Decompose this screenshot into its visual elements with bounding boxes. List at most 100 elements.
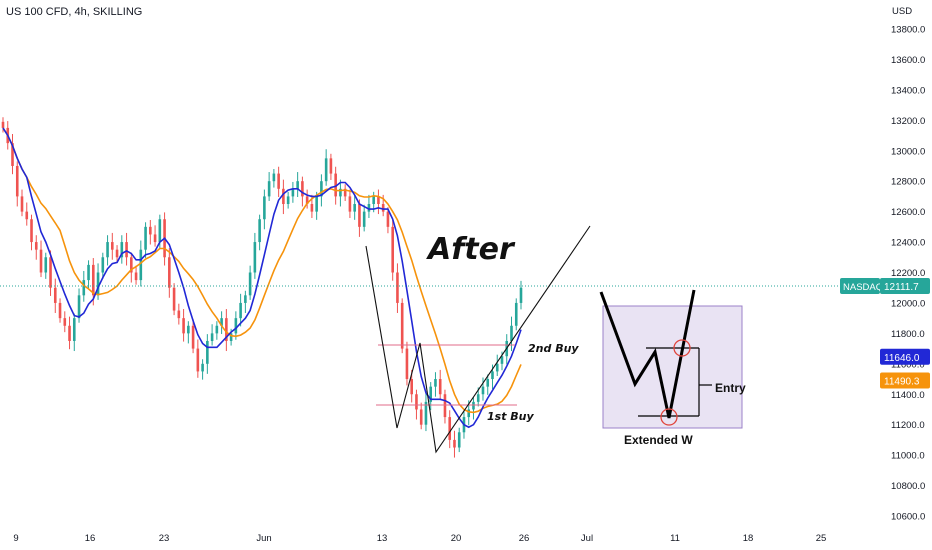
candle-body — [272, 173, 276, 182]
last-price-tag-bg — [880, 277, 930, 294]
candle-body — [419, 409, 423, 425]
candle-body — [201, 363, 204, 372]
x-tick-label: 9 — [13, 533, 18, 544]
ma-fast-tag-bg — [880, 348, 930, 365]
candle-body — [467, 409, 471, 418]
candle-body — [77, 295, 81, 319]
candle-body — [153, 234, 157, 243]
candle-body — [377, 196, 380, 205]
candle-body — [267, 181, 271, 197]
candle-body — [125, 242, 128, 258]
candle-body — [434, 379, 437, 387]
candle-body — [20, 196, 24, 212]
candle-body — [400, 302, 404, 349]
y-tick-label: 12200.0 — [891, 268, 925, 279]
candle-body — [343, 188, 347, 197]
ma-fast-line — [2, 127, 522, 429]
extended-w-shape — [599, 289, 696, 419]
candle-body — [410, 379, 413, 395]
drawings-group: After 2nd Buy 1st Buy Entry Extended W — [0, 225, 885, 454]
y-tick-label: 13400.0 — [891, 85, 925, 96]
candle-body — [53, 287, 57, 303]
candle-body — [115, 249, 119, 258]
candle-body — [500, 356, 504, 364]
candle-body — [438, 379, 442, 395]
moving-averages — [2, 127, 522, 429]
ma-fast-tag: 11646.0 — [884, 353, 920, 364]
candle-body — [96, 272, 100, 296]
y-tick-label: 13800.0 — [891, 25, 925, 36]
y-tick-label: 13600.0 — [891, 55, 925, 66]
y-tick-label: 13200.0 — [891, 116, 925, 127]
candle-body — [362, 211, 366, 227]
candle-body — [248, 272, 252, 296]
nasdaq-tag-label: NASDAQ — [843, 282, 883, 293]
x-tick-label: 18 — [743, 533, 754, 544]
y-tick-label: 11400.0 — [891, 390, 925, 401]
candle-body — [187, 325, 190, 334]
candle-body — [391, 226, 394, 273]
candle-body — [386, 211, 390, 227]
candle-body — [381, 204, 385, 212]
candle-body — [120, 242, 124, 258]
candle-body — [305, 196, 309, 205]
candle-body — [396, 272, 399, 303]
candle-body — [472, 401, 475, 410]
candle-body — [191, 325, 195, 349]
bottom-circle — [660, 408, 678, 426]
candle-body — [296, 181, 299, 189]
candle-body — [130, 257, 133, 273]
candle-body — [215, 325, 219, 334]
candle-body — [310, 204, 314, 212]
candle-body — [1, 121, 5, 128]
y-tick-label: 12800.0 — [891, 177, 925, 188]
candle-body — [82, 280, 86, 296]
candle-body — [168, 257, 171, 288]
candle-body — [210, 333, 214, 341]
candle-body — [72, 318, 76, 341]
candle-body — [182, 318, 185, 334]
candle-body — [415, 394, 418, 410]
x-tick-label: 16 — [85, 533, 96, 544]
candle-body — [353, 204, 356, 212]
candle-body — [491, 371, 494, 380]
candle-body — [25, 211, 29, 220]
candle-body — [229, 333, 233, 341]
candle-body — [239, 302, 242, 319]
candle-body — [49, 257, 52, 288]
candle-body — [172, 287, 176, 311]
candle-body — [111, 242, 114, 250]
candle-body — [34, 242, 38, 250]
y-tick-label: 12000.0 — [891, 298, 925, 309]
y-tick-label: 11800.0 — [891, 329, 925, 340]
candle-body — [486, 379, 490, 387]
candle-body — [225, 318, 228, 341]
entry-label: Entry — [715, 381, 746, 395]
candle-body — [258, 219, 261, 243]
candle-body — [282, 188, 285, 205]
first-buy-label: 1st Buy — [487, 410, 535, 423]
candle-body — [367, 204, 371, 212]
candle-body — [457, 432, 461, 448]
candle-body — [519, 287, 523, 303]
y-tick-label: 13000.0 — [891, 146, 925, 157]
candle-body — [244, 295, 247, 303]
candle-body — [429, 386, 433, 402]
x-tick-label: 20 — [451, 533, 462, 544]
x-tick-label: Jul — [581, 533, 593, 544]
candle-body — [139, 249, 143, 281]
x-tick-label: 23 — [159, 533, 170, 544]
candle-body — [30, 219, 33, 243]
price-axis: USD 10600.0 10800.0 11000.0 11200.0 11400.0 11… — [891, 6, 925, 523]
candle-body — [495, 363, 499, 372]
ma-slow-tag-bg — [880, 372, 930, 389]
candle-body — [134, 272, 138, 281]
candle-body — [106, 242, 109, 258]
last-price-tag: 12111.7 — [884, 282, 919, 293]
candle-body — [291, 188, 295, 197]
candles-group — [1, 117, 523, 458]
x-tick-label: 25 — [816, 533, 827, 544]
time-axis: 9 16 23 Jun 13 20 26 Jul 11 18 25 — [13, 533, 826, 544]
candle-body — [263, 196, 266, 220]
